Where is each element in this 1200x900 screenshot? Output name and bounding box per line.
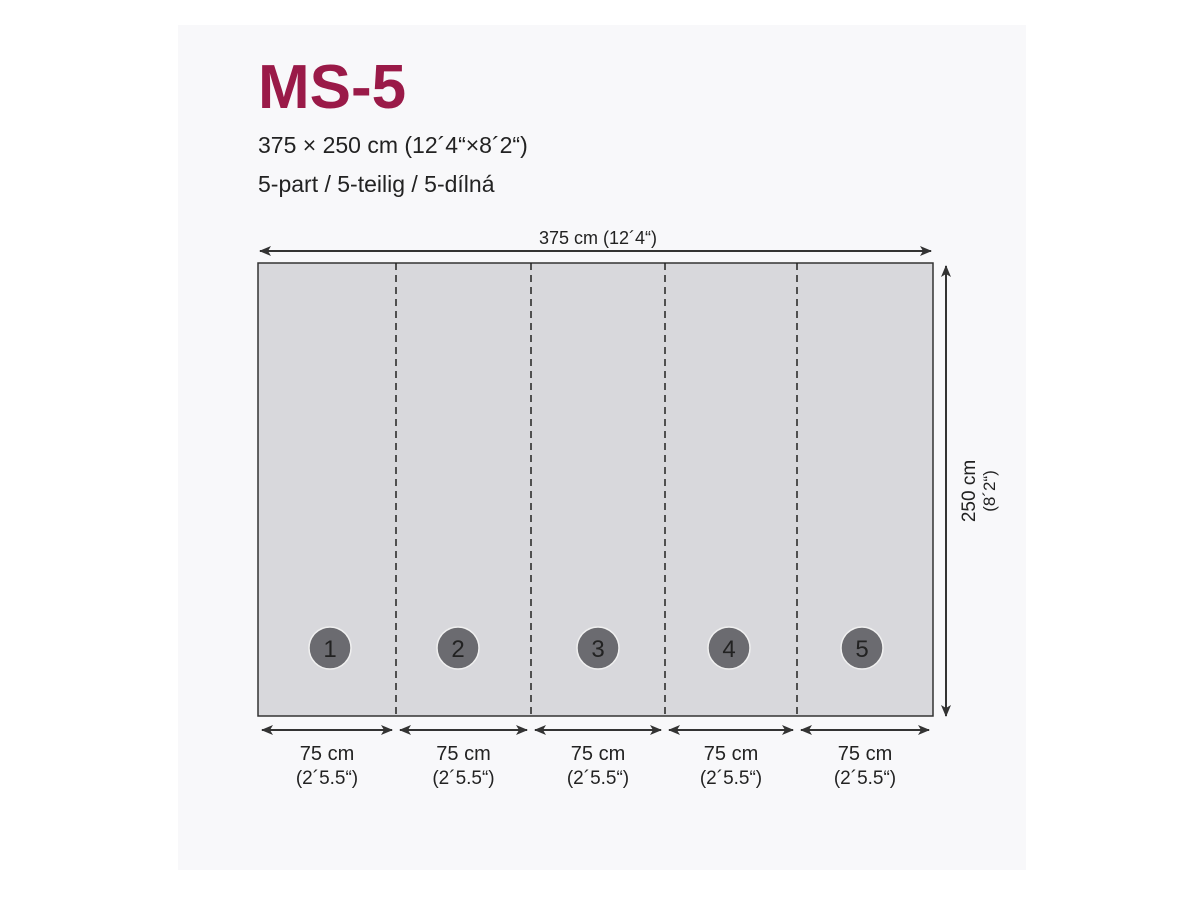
- panel-width-label: 75 cm: [704, 743, 758, 765]
- total-width-label: 375 cm (12´4“): [539, 228, 657, 248]
- panel-number: 3: [591, 636, 604, 663]
- panel-width-imperial: (2´5.5“): [296, 768, 358, 789]
- panel-number-badge: [576, 626, 620, 670]
- panel-width-label: 75 cm: [571, 743, 625, 765]
- size-line: 375 × 250 cm (12´4“×8´2“): [258, 132, 528, 158]
- panel-number: 5: [855, 636, 868, 663]
- panel-width-label: 75 cm: [838, 743, 892, 765]
- total-height-label: 250 cm: [959, 460, 980, 522]
- panel-width-imperial: (2´5.5“): [567, 768, 629, 789]
- panel-number-badge: [308, 626, 352, 670]
- panel-width-label: 75 cm: [300, 743, 354, 765]
- panel-width-imperial: (2´5.5“): [432, 768, 494, 789]
- panel-width-imperial: (2´5.5“): [834, 768, 896, 789]
- parts-line: 5-part / 5-teilig / 5-dílná: [258, 171, 495, 197]
- panel-number-badge: [436, 626, 480, 670]
- panel-number: 2: [451, 636, 464, 663]
- panel-width-imperial: (2´5.5“): [700, 768, 762, 789]
- panel-number: 1: [323, 636, 336, 663]
- panel-number-badge: [707, 626, 751, 670]
- product-title: MS-5: [258, 53, 406, 122]
- total-height-imperial: (8´2“): [980, 470, 999, 512]
- panel-number-badge: [840, 626, 884, 670]
- panel-number: 4: [722, 636, 735, 663]
- panel-width-label: 75 cm: [436, 743, 490, 765]
